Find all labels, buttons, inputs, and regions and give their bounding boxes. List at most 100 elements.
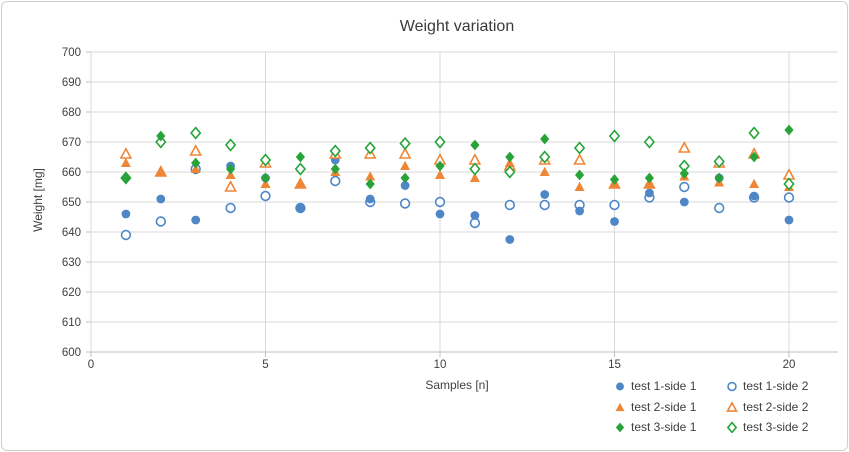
legend-item-test-2-side-1[interactable]: test 2-side 1: [614, 400, 726, 414]
y-tick-label: 670: [62, 137, 81, 149]
data-point: [364, 141, 376, 155]
data-point: [610, 217, 619, 226]
data-point: [295, 151, 305, 163]
data-point: [365, 178, 375, 190]
data-point: [260, 190, 271, 202]
y-tick-label: 620: [62, 287, 81, 299]
x-tick-label: 10: [434, 359, 447, 371]
data-point: [330, 163, 340, 175]
legend-item-test-3-side-1[interactable]: test 3-side 1: [614, 420, 726, 434]
diamond-open-icon: [726, 421, 738, 434]
data-point: [329, 144, 341, 158]
triangle-filled-icon: [615, 402, 625, 411]
data-point: [749, 178, 760, 188]
data-point: [260, 172, 271, 184]
data-point: [504, 199, 515, 211]
data-point: [540, 190, 550, 199]
legend: test 1-side 1 test 1-side 2 test 2-side 1 t…: [614, 376, 808, 438]
data-point: [748, 126, 760, 140]
data-point: [504, 165, 516, 179]
data-point: [399, 198, 411, 209]
data-point: [608, 129, 621, 143]
data-point: [224, 138, 237, 152]
data-point: [573, 153, 586, 165]
data-point: [713, 154, 725, 169]
data-point: [156, 130, 166, 142]
data-point: [644, 172, 654, 184]
legend-item-test-2-side-2[interactable]: test 2-side 2: [726, 400, 808, 414]
data-point: [189, 144, 203, 156]
data-point: [191, 157, 201, 169]
data-point: [294, 162, 307, 176]
legend-label: test 3-side 1: [631, 420, 697, 435]
y-tick-label: 640: [62, 227, 81, 239]
data-point: [540, 133, 550, 145]
x-tick-label: 5: [262, 359, 268, 371]
data-point: [470, 139, 480, 151]
data-point: [749, 151, 759, 163]
data-point: [190, 126, 202, 140]
legend-label: test 1-side 1: [631, 379, 697, 394]
y-tick-label: 660: [62, 167, 81, 179]
legend-label: test 3-side 2: [743, 420, 809, 435]
data-point: [575, 169, 585, 181]
data-point: [224, 180, 237, 192]
data-point: [573, 141, 586, 155]
legend-item-test-3-side-2[interactable]: test 3-side 2: [726, 420, 808, 434]
data-point: [505, 235, 515, 244]
data-point: [365, 171, 376, 181]
data-point: [434, 196, 446, 208]
data-point: [435, 209, 445, 219]
data-point: [783, 192, 795, 203]
data-point: [399, 136, 411, 151]
series-test-3-side-2: [120, 126, 795, 191]
data-point: [155, 166, 166, 176]
series-test-2-side-2: [119, 141, 796, 192]
data-point: [226, 163, 236, 175]
data-point: [365, 194, 375, 204]
data-point: [469, 172, 480, 182]
legend-item-test-1-side-2[interactable]: test 1-side 2: [726, 379, 808, 393]
data-point: [609, 174, 620, 185]
data-point: [784, 124, 794, 136]
x-axis-title: Samples [n]: [425, 378, 489, 392]
data-point: [330, 175, 341, 187]
data-point: [120, 157, 131, 167]
data-point: [469, 162, 481, 176]
data-point: [469, 217, 481, 229]
legend-item-test-1-side-1[interactable]: test 1-side 1: [614, 379, 726, 393]
data-point: [643, 135, 656, 149]
data-point: [609, 199, 620, 211]
data-point: [470, 211, 480, 220]
data-point: [726, 400, 738, 412]
data-point: [615, 402, 625, 411]
data-point: [677, 141, 691, 153]
data-point: [714, 172, 724, 184]
data-point: [435, 169, 445, 179]
data-point: [679, 197, 689, 207]
data-point: [645, 188, 654, 198]
data-point: [575, 206, 584, 216]
data-point: [400, 172, 410, 184]
circle-open-icon: [727, 381, 737, 392]
legend-label: test 1-side 2: [743, 379, 809, 394]
data-point: [225, 202, 236, 214]
x-tick-label: 20: [783, 359, 796, 371]
data-point: [679, 168, 689, 179]
data-point: [259, 153, 272, 167]
series-test-2-side-1: [120, 157, 794, 191]
data-point: [296, 203, 305, 213]
data-point: [615, 422, 625, 433]
y-tick-label: 700: [62, 47, 81, 59]
y-tick-label: 610: [62, 317, 81, 329]
data-point: [783, 177, 795, 191]
x-tick-label: 0: [88, 359, 94, 371]
data-point: [784, 215, 794, 225]
data-point: [119, 147, 133, 159]
x-tick-label: 15: [608, 359, 621, 371]
y-tick-label: 600: [62, 347, 81, 359]
data-point: [616, 382, 624, 391]
data-point: [121, 209, 131, 219]
